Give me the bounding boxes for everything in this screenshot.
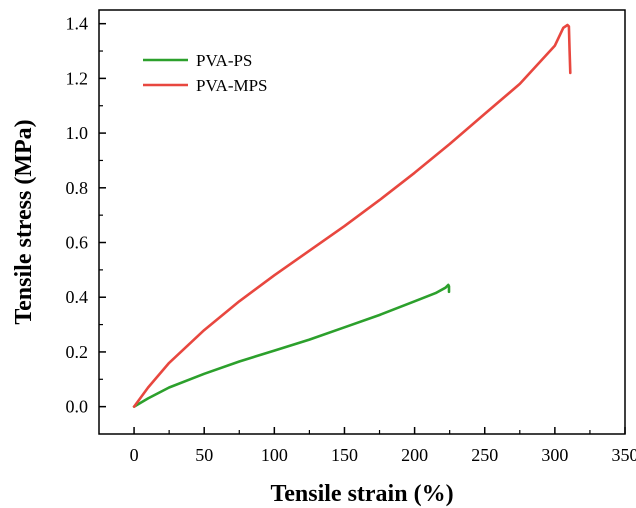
y-axis-ticks: 0.0 0.2 0.4 0.6 0.8 1.0 1.2 1.4 [66, 14, 106, 417]
y-tick-label: 0.6 [66, 233, 89, 253]
series-line-pva-ps [132, 283, 451, 408]
x-tick-label: 250 [471, 445, 498, 465]
legend: PVA-PS PVA-MPS [143, 51, 268, 95]
y-tick-label: 0.8 [66, 178, 89, 198]
series-line-pva-mps [132, 23, 572, 408]
plot-frame [98, 9, 626, 435]
x-axis-title: Tensile strain (%) [270, 481, 453, 507]
y-tick-label: 1.2 [66, 68, 89, 88]
series-layer [132, 23, 572, 408]
legend-label: PVA-MPS [196, 76, 268, 95]
x-tick-label: 200 [401, 445, 428, 465]
x-tick-label: 350 [612, 445, 636, 465]
y-axis-title: Tensile stress (MPa) [11, 119, 37, 324]
x-axis-ticks: 0 50 100 150 200 250 300 350 [130, 427, 636, 465]
y-tick-label: 0.0 [66, 397, 89, 417]
x-tick-label: 50 [195, 445, 213, 465]
y-tick-label: 1.0 [66, 123, 89, 143]
legend-label: PVA-PS [196, 51, 252, 70]
x-tick-label: 300 [541, 445, 568, 465]
y-tick-label: 1.4 [66, 14, 89, 34]
y-tick-label: 0.2 [66, 342, 89, 362]
x-tick-label: 100 [261, 445, 288, 465]
x-tick-label: 150 [331, 445, 358, 465]
y-tick-label: 0.4 [66, 287, 89, 307]
x-tick-label: 0 [130, 445, 139, 465]
